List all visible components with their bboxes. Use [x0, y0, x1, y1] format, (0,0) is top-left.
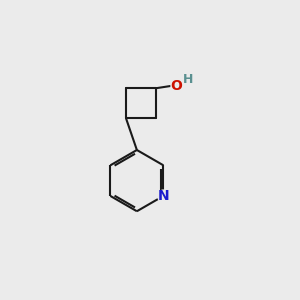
- Text: O: O: [170, 79, 182, 93]
- Circle shape: [158, 190, 169, 202]
- Text: H: H: [183, 73, 193, 86]
- Circle shape: [171, 80, 183, 92]
- Text: N: N: [158, 189, 169, 203]
